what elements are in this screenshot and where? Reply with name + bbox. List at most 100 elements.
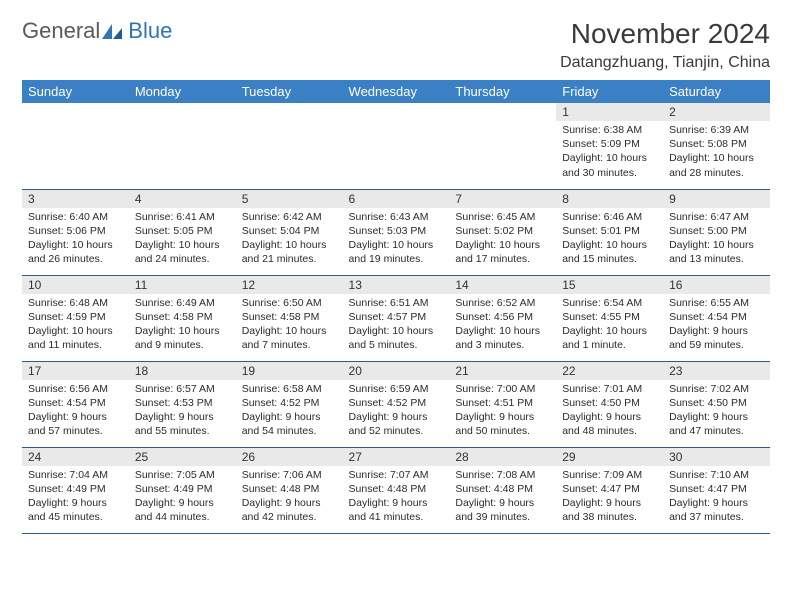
sunrise-text: Sunrise: 7:01 AM bbox=[562, 382, 657, 396]
daylight-text: Daylight: 10 hours and 21 minutes. bbox=[242, 238, 337, 266]
calendar-day-cell bbox=[449, 103, 556, 189]
sunset-text: Sunset: 5:08 PM bbox=[669, 137, 764, 151]
sunset-text: Sunset: 4:57 PM bbox=[349, 310, 444, 324]
day-number: 5 bbox=[236, 190, 343, 208]
day-body: Sunrise: 6:43 AMSunset: 5:03 PMDaylight:… bbox=[343, 208, 450, 269]
weekday-header: Monday bbox=[129, 80, 236, 103]
day-body: Sunrise: 6:48 AMSunset: 4:59 PMDaylight:… bbox=[22, 294, 129, 355]
day-number: 13 bbox=[343, 276, 450, 294]
day-body: Sunrise: 6:47 AMSunset: 5:00 PMDaylight:… bbox=[663, 208, 770, 269]
sunrise-text: Sunrise: 7:06 AM bbox=[242, 468, 337, 482]
day-number: 27 bbox=[343, 448, 450, 466]
sunset-text: Sunset: 4:48 PM bbox=[455, 482, 550, 496]
daylight-text: Daylight: 9 hours and 52 minutes. bbox=[349, 410, 444, 438]
calendar-day-cell: 9Sunrise: 6:47 AMSunset: 5:00 PMDaylight… bbox=[663, 189, 770, 275]
day-body: Sunrise: 6:39 AMSunset: 5:08 PMDaylight:… bbox=[663, 121, 770, 182]
calendar-week-row: 3Sunrise: 6:40 AMSunset: 5:06 PMDaylight… bbox=[22, 189, 770, 275]
calendar-day-cell: 6Sunrise: 6:43 AMSunset: 5:03 PMDaylight… bbox=[343, 189, 450, 275]
day-body: Sunrise: 7:04 AMSunset: 4:49 PMDaylight:… bbox=[22, 466, 129, 527]
sunrise-text: Sunrise: 6:43 AM bbox=[349, 210, 444, 224]
calendar-day-cell: 20Sunrise: 6:59 AMSunset: 4:52 PMDayligh… bbox=[343, 361, 450, 447]
brand-text-1: General bbox=[22, 18, 100, 44]
daylight-text: Daylight: 10 hours and 11 minutes. bbox=[28, 324, 123, 352]
calendar-day-cell: 8Sunrise: 6:46 AMSunset: 5:01 PMDaylight… bbox=[556, 189, 663, 275]
calendar-day-cell bbox=[236, 103, 343, 189]
daylight-text: Daylight: 10 hours and 1 minute. bbox=[562, 324, 657, 352]
day-number: 28 bbox=[449, 448, 556, 466]
day-body: Sunrise: 7:01 AMSunset: 4:50 PMDaylight:… bbox=[556, 380, 663, 441]
day-number: 21 bbox=[449, 362, 556, 380]
day-body: Sunrise: 6:57 AMSunset: 4:53 PMDaylight:… bbox=[129, 380, 236, 441]
day-body: Sunrise: 7:02 AMSunset: 4:50 PMDaylight:… bbox=[663, 380, 770, 441]
day-body: Sunrise: 6:55 AMSunset: 4:54 PMDaylight:… bbox=[663, 294, 770, 355]
page: General Blue November 2024 Datangzhuang,… bbox=[0, 0, 792, 552]
day-number: 2 bbox=[663, 103, 770, 121]
sunrise-text: Sunrise: 6:58 AM bbox=[242, 382, 337, 396]
day-number: 16 bbox=[663, 276, 770, 294]
sunset-text: Sunset: 4:55 PM bbox=[562, 310, 657, 324]
weekday-header: Saturday bbox=[663, 80, 770, 103]
day-number: 26 bbox=[236, 448, 343, 466]
sunset-text: Sunset: 4:58 PM bbox=[242, 310, 337, 324]
sunrise-text: Sunrise: 6:59 AM bbox=[349, 382, 444, 396]
sunrise-text: Sunrise: 6:57 AM bbox=[135, 382, 230, 396]
weekday-header-row: Sunday Monday Tuesday Wednesday Thursday… bbox=[22, 80, 770, 103]
calendar-day-cell: 23Sunrise: 7:02 AMSunset: 4:50 PMDayligh… bbox=[663, 361, 770, 447]
day-body: Sunrise: 6:41 AMSunset: 5:05 PMDaylight:… bbox=[129, 208, 236, 269]
brand-text-2: Blue bbox=[128, 18, 172, 44]
day-number: 10 bbox=[22, 276, 129, 294]
day-number: 19 bbox=[236, 362, 343, 380]
day-number: 17 bbox=[22, 362, 129, 380]
calendar-day-cell: 28Sunrise: 7:08 AMSunset: 4:48 PMDayligh… bbox=[449, 447, 556, 533]
daylight-text: Daylight: 9 hours and 42 minutes. bbox=[242, 496, 337, 524]
sunrise-text: Sunrise: 6:38 AM bbox=[562, 123, 657, 137]
sunset-text: Sunset: 4:50 PM bbox=[562, 396, 657, 410]
daylight-text: Daylight: 9 hours and 48 minutes. bbox=[562, 410, 657, 438]
sunrise-text: Sunrise: 6:52 AM bbox=[455, 296, 550, 310]
sunrise-text: Sunrise: 6:47 AM bbox=[669, 210, 764, 224]
calendar-day-cell bbox=[129, 103, 236, 189]
daylight-text: Daylight: 9 hours and 50 minutes. bbox=[455, 410, 550, 438]
day-number: 8 bbox=[556, 190, 663, 208]
calendar-day-cell: 22Sunrise: 7:01 AMSunset: 4:50 PMDayligh… bbox=[556, 361, 663, 447]
daylight-text: Daylight: 9 hours and 47 minutes. bbox=[669, 410, 764, 438]
daylight-text: Daylight: 9 hours and 57 minutes. bbox=[28, 410, 123, 438]
calendar-day-cell: 7Sunrise: 6:45 AMSunset: 5:02 PMDaylight… bbox=[449, 189, 556, 275]
calendar-day-cell: 15Sunrise: 6:54 AMSunset: 4:55 PMDayligh… bbox=[556, 275, 663, 361]
sunset-text: Sunset: 5:03 PM bbox=[349, 224, 444, 238]
daylight-text: Daylight: 10 hours and 9 minutes. bbox=[135, 324, 230, 352]
location: Datangzhuang, Tianjin, China bbox=[560, 54, 770, 72]
calendar-day-cell: 16Sunrise: 6:55 AMSunset: 4:54 PMDayligh… bbox=[663, 275, 770, 361]
day-body: Sunrise: 6:52 AMSunset: 4:56 PMDaylight:… bbox=[449, 294, 556, 355]
calendar-day-cell: 1Sunrise: 6:38 AMSunset: 5:09 PMDaylight… bbox=[556, 103, 663, 189]
day-number: 29 bbox=[556, 448, 663, 466]
day-number: 23 bbox=[663, 362, 770, 380]
daylight-text: Daylight: 9 hours and 37 minutes. bbox=[669, 496, 764, 524]
day-body: Sunrise: 6:59 AMSunset: 4:52 PMDaylight:… bbox=[343, 380, 450, 441]
day-body: Sunrise: 7:06 AMSunset: 4:48 PMDaylight:… bbox=[236, 466, 343, 527]
daylight-text: Daylight: 10 hours and 17 minutes. bbox=[455, 238, 550, 266]
sunrise-text: Sunrise: 6:46 AM bbox=[562, 210, 657, 224]
daylight-text: Daylight: 10 hours and 19 minutes. bbox=[349, 238, 444, 266]
calendar-day-cell bbox=[22, 103, 129, 189]
calendar-day-cell: 18Sunrise: 6:57 AMSunset: 4:53 PMDayligh… bbox=[129, 361, 236, 447]
day-body: Sunrise: 6:40 AMSunset: 5:06 PMDaylight:… bbox=[22, 208, 129, 269]
day-body: Sunrise: 7:00 AMSunset: 4:51 PMDaylight:… bbox=[449, 380, 556, 441]
sunrise-text: Sunrise: 7:05 AM bbox=[135, 468, 230, 482]
calendar-day-cell: 30Sunrise: 7:10 AMSunset: 4:47 PMDayligh… bbox=[663, 447, 770, 533]
sunset-text: Sunset: 4:53 PM bbox=[135, 396, 230, 410]
daylight-text: Daylight: 10 hours and 24 minutes. bbox=[135, 238, 230, 266]
day-number: 18 bbox=[129, 362, 236, 380]
calendar-day-cell: 25Sunrise: 7:05 AMSunset: 4:49 PMDayligh… bbox=[129, 447, 236, 533]
daylight-text: Daylight: 9 hours and 39 minutes. bbox=[455, 496, 550, 524]
weekday-header: Sunday bbox=[22, 80, 129, 103]
day-body: Sunrise: 6:46 AMSunset: 5:01 PMDaylight:… bbox=[556, 208, 663, 269]
sunrise-text: Sunrise: 6:42 AM bbox=[242, 210, 337, 224]
brand-logo: General Blue bbox=[22, 18, 172, 44]
sunset-text: Sunset: 4:54 PM bbox=[28, 396, 123, 410]
day-body: Sunrise: 7:05 AMSunset: 4:49 PMDaylight:… bbox=[129, 466, 236, 527]
sunset-text: Sunset: 4:49 PM bbox=[135, 482, 230, 496]
day-number: 14 bbox=[449, 276, 556, 294]
sunrise-text: Sunrise: 7:07 AM bbox=[349, 468, 444, 482]
sunrise-text: Sunrise: 6:51 AM bbox=[349, 296, 444, 310]
